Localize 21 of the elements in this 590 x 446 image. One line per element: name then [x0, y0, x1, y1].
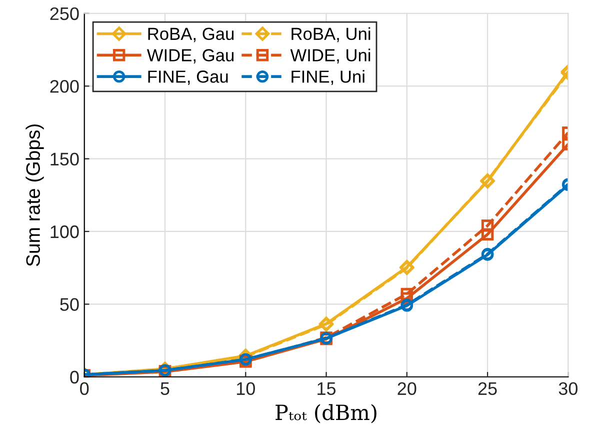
legend-label: FINE, Uni	[292, 70, 364, 85]
x-tick-label: 20	[398, 382, 416, 395]
y-tick-label: 200	[50, 80, 79, 93]
x-tick-label: 30	[558, 382, 578, 395]
y-tick-label: 100	[50, 225, 79, 238]
legend-label: RoBA, Gau	[148, 28, 234, 42]
y-axis-title: Sum rate (Gbps)	[26, 124, 44, 266]
x-tick-label: 10	[236, 382, 255, 395]
y-tick-label: 50	[60, 298, 79, 311]
y-tick-label: 250	[50, 7, 79, 20]
x-tick-label: 25	[478, 382, 497, 395]
y-tick-label: 150	[50, 152, 79, 166]
x-tick-label: 5	[160, 382, 170, 395]
x-tick-label: 15	[318, 382, 336, 395]
x-axis-title: Pₜₒₜ (dBm)	[276, 404, 376, 424]
legend-label: WIDE, Uni	[290, 48, 370, 64]
legend-label: WIDE, Gau	[146, 49, 234, 64]
legend-label: RoBA, Uni	[292, 27, 370, 42]
y-tick-label: 0	[70, 370, 79, 384]
x-tick-label: 0	[80, 382, 89, 395]
legend-label: FINE, Gau	[148, 70, 228, 85]
